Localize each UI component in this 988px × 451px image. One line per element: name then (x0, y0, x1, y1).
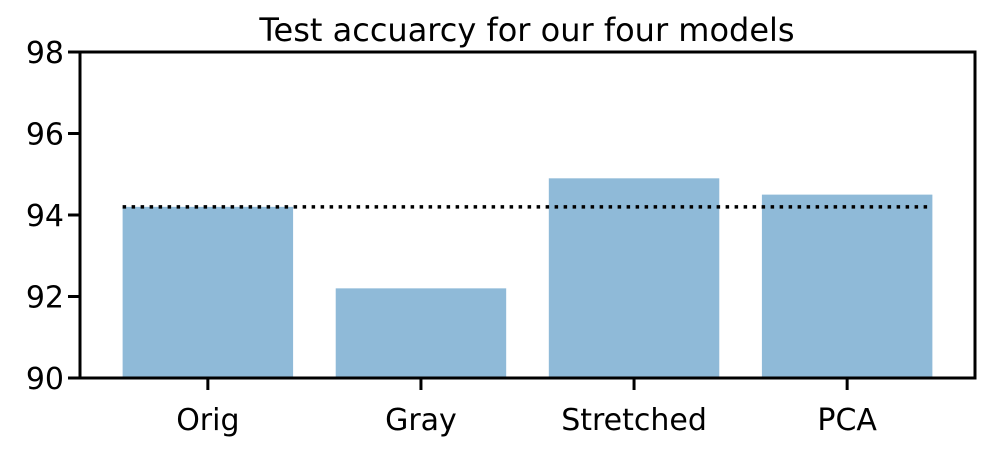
bar-gray (335, 288, 507, 378)
x-tick-label: Orig (176, 403, 239, 438)
x-tick-label: PCA (817, 403, 877, 438)
y-tick-label: 98 (26, 36, 64, 71)
x-tick-label: Gray (385, 403, 457, 438)
bar-orig (122, 206, 294, 378)
chart-title: Test accuarcy for our four models (258, 11, 794, 49)
bar-pca (761, 194, 933, 378)
y-tick-label: 92 (26, 281, 64, 316)
bars-group (122, 178, 933, 378)
x-axis: Orig Gray Stretched PCA (176, 378, 877, 438)
y-axis: 90 92 94 96 98 (26, 36, 80, 397)
y-tick-label: 94 (26, 199, 64, 234)
y-tick-label: 96 (26, 118, 64, 153)
y-tick-label: 90 (26, 362, 64, 397)
bar-stretched (548, 178, 720, 378)
x-tick-label: Stretched (561, 403, 707, 438)
